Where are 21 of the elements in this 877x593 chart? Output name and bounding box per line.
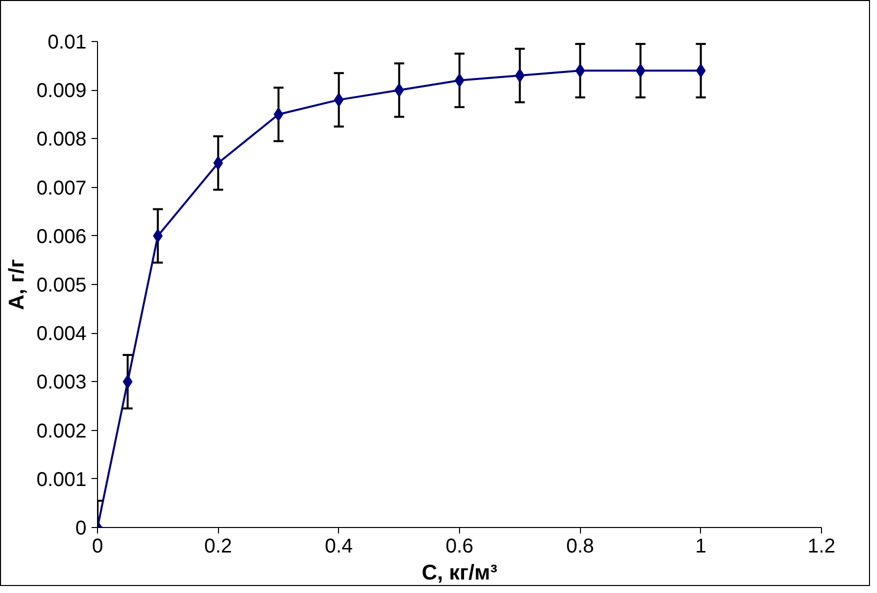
y-tick-label: 0.005 — [36, 274, 87, 296]
y-tick-label: 0.007 — [36, 177, 87, 200]
x-tick-label: 0.8 — [566, 536, 594, 558]
y-tick-label: 0.004 — [36, 323, 87, 346]
x-tick-label: 0.2 — [204, 536, 232, 558]
y-tick-label: 0.01 — [48, 32, 87, 54]
y-tick-label: 0.008 — [36, 128, 87, 151]
point — [213, 156, 223, 170]
y-axis-title: A, г/г — [4, 258, 28, 310]
x-axis-title: C, кг/м³ — [422, 560, 498, 584]
x-tick-label: 1 — [695, 536, 706, 558]
y-tick-label: 0.009 — [36, 80, 87, 102]
x-tick-label: 0.6 — [446, 536, 474, 558]
y-tick-label: 0.006 — [36, 226, 87, 248]
y-tick-label: 0.002 — [36, 420, 87, 442]
y-tick-label: 0.003 — [36, 372, 87, 394]
x-tick-label: 0.4 — [324, 536, 353, 558]
y-tick-label: 0.001 — [36, 468, 87, 491]
x-tick-label: 1.2 — [808, 536, 836, 558]
y-tick-label: 0 — [75, 518, 86, 540]
x-tick-label: 0 — [92, 536, 104, 558]
